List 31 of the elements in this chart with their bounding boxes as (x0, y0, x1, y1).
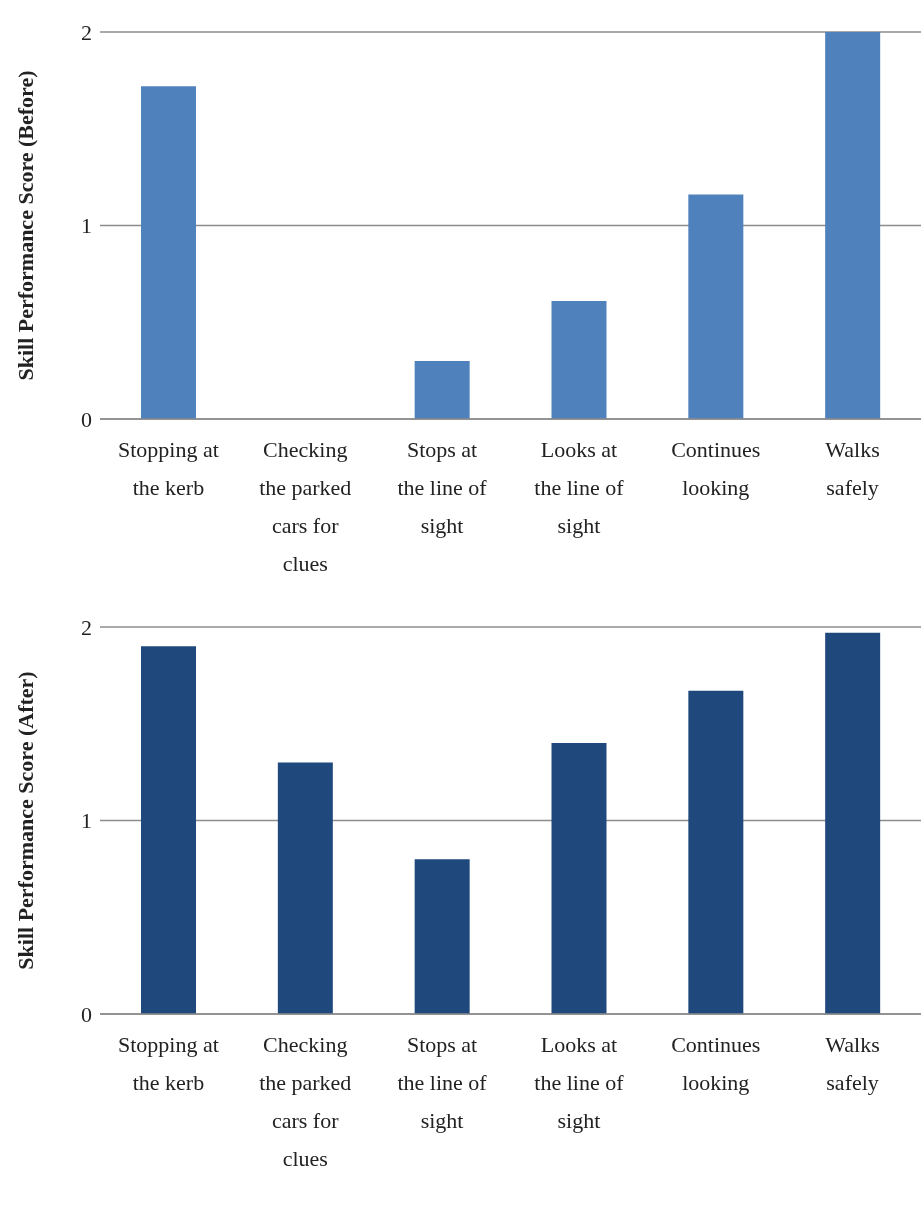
x-tick-label: Stopping at the kerb (117, 437, 219, 500)
bar (141, 86, 196, 419)
y-tick-label: 1 (81, 808, 92, 834)
bar (277, 762, 333, 1014)
y-axis-title: Skill Performance Score (Before) (12, 70, 38, 381)
x-tick-label: Continues looking (671, 437, 761, 500)
bar (141, 646, 196, 1014)
x-tick-label: Continues looking (671, 1032, 761, 1095)
x-tick-label: Stopping at the kerb (117, 1032, 219, 1095)
y-axis-title: Skill Performance Score (After) (12, 671, 38, 970)
x-tick-label: Stops at the line of sight (397, 1032, 488, 1133)
x-tick-label: Walks safely (825, 1032, 880, 1095)
x-tick-label: Checking the parked cars for clues (259, 1032, 352, 1171)
y-tick-label: 0 (81, 406, 92, 432)
y-tick-label: 0 (81, 1001, 92, 1027)
x-tick-label: Looks at the line of sight (534, 437, 625, 538)
bar (688, 690, 744, 1014)
y-tick-label: 2 (81, 614, 92, 640)
bar (414, 859, 470, 1014)
bar (551, 300, 607, 419)
x-tick-label: Looks at the line of sight (534, 1032, 625, 1133)
x-tick-label: Checking the parked cars for clues (259, 437, 352, 576)
y-tick-label: 2 (81, 19, 92, 45)
x-tick-label: Stops at the line of sight (397, 437, 488, 538)
bar (825, 32, 881, 419)
y-tick-label: 1 (81, 213, 92, 239)
bar (825, 632, 881, 1014)
bar (688, 194, 744, 419)
x-tick-label: Walks safely (825, 437, 880, 500)
bar (551, 743, 607, 1014)
bar (414, 360, 470, 419)
